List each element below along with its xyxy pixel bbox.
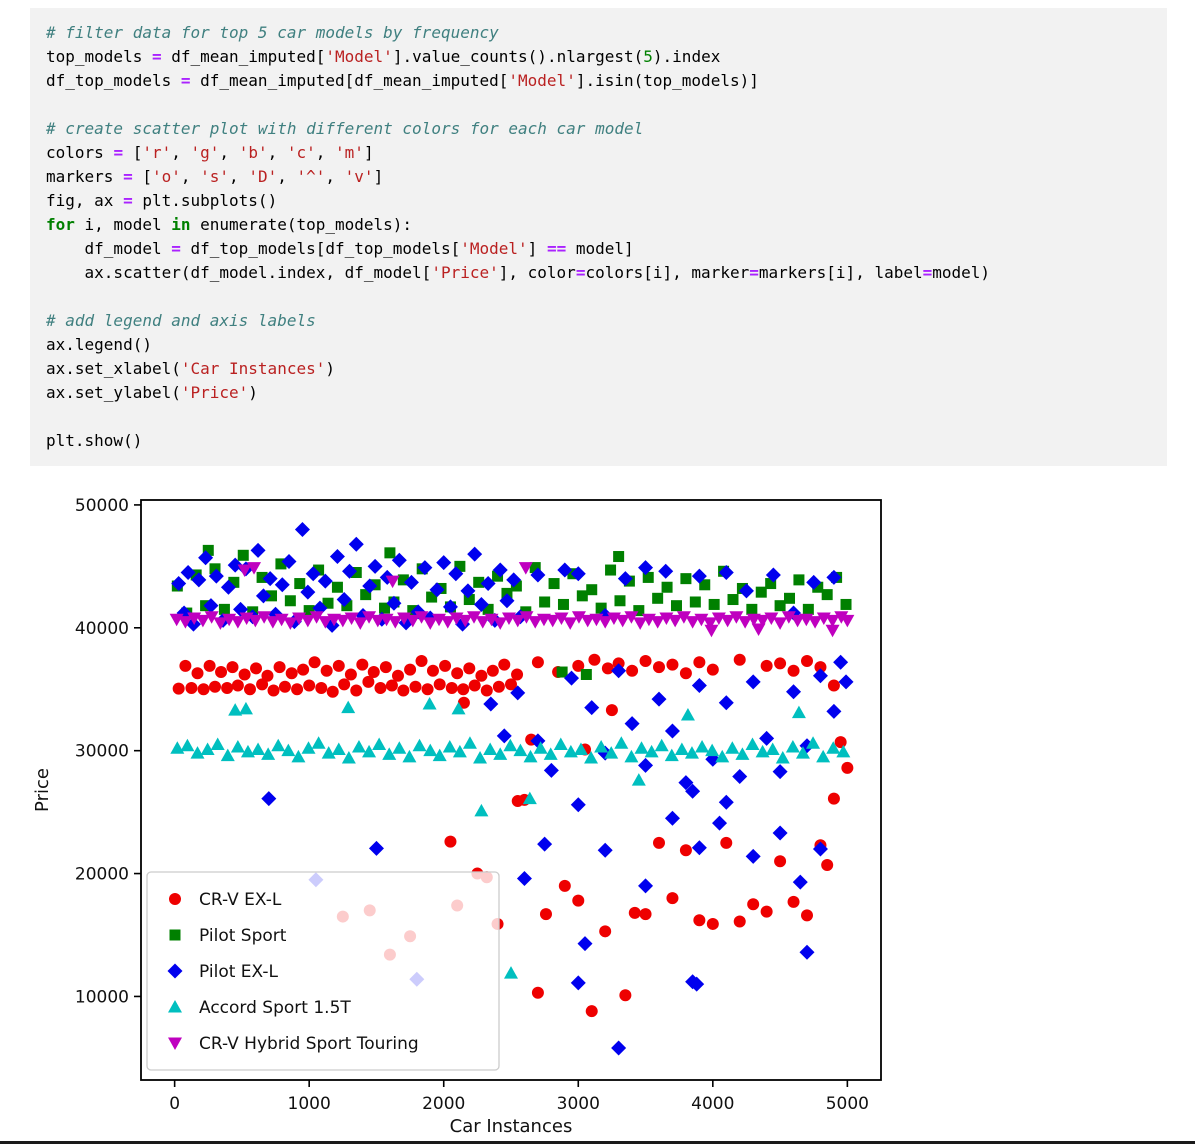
code-line: ax.set_ylabel('Price') (46, 383, 258, 402)
code-line: df_top_models = df_mean_imputed[df_mean_… (46, 71, 759, 90)
x-axis-label: Car Instances (450, 1116, 573, 1137)
x-tick-label: 5000 (826, 1094, 869, 1114)
legend-label: Pilot EX-L (199, 962, 278, 982)
x-tick-label: 4000 (691, 1094, 734, 1114)
y-axis-label: Price (32, 768, 53, 812)
code-line: # filter data for top 5 car models by fr… (46, 23, 499, 42)
legend-label: Accord Sport 1.5T (199, 998, 351, 1018)
axes: 0 1000 2000 3000 4000 5000 10000 20000 30000 4000… (75, 496, 869, 1114)
code-line: # create scatter plot with different col… (46, 119, 644, 138)
code-line: for i, model in enumerate(top_models): (46, 215, 413, 234)
code-line (46, 93, 1151, 117)
code-block: # filter data for top 5 car models by fr… (46, 21, 1151, 453)
code-line: fig, ax = plt.subplots() (46, 191, 278, 210)
legend: CR-V EX-L Pilot Sport Pilot EX-L Accord Spo… (146, 871, 500, 1071)
legend-entry: Pilot Sport (169, 926, 287, 946)
y-tick-label: 40000 (75, 619, 129, 639)
legend-label: CR-V EX-L (199, 890, 282, 910)
legend-label: CR-V Hybrid Sport Touring (199, 1034, 419, 1054)
code-line: df_model = df_top_models[df_top_models['… (46, 239, 634, 258)
chart-generated: 0 1000 2000 3000 4000 5000 10000 20000 30000 4000… (75, 496, 882, 1114)
x-tick-label: 0 (169, 1094, 180, 1114)
code-line: # add legend and axis labels (46, 311, 316, 330)
chart-svg: 0 1000 2000 3000 4000 5000 10000 20000 30000 4000… (32, 496, 882, 1137)
x-tick-label: 1000 (288, 1094, 331, 1114)
series-0 (172, 653, 854, 1018)
y-tick-label: 30000 (75, 742, 129, 762)
y-tick-label: 50000 (75, 496, 129, 516)
legend-entry: Pilot EX-L (167, 962, 278, 982)
figure-output: 0 1000 2000 3000 4000 5000 10000 20000 30000 4000… (26, 480, 1195, 1144)
legend-entry: CR-V Hybrid Sport Touring (168, 1034, 419, 1054)
y-tick-label: 20000 (75, 865, 129, 885)
plot-border (140, 499, 882, 1081)
code-line: ax.legend() (46, 335, 152, 354)
code-line: markers = ['o', 's', 'D', '^', 'v'] (46, 167, 384, 186)
x-tick-label: 3000 (557, 1094, 600, 1114)
code-line: colors = ['r', 'g', 'b', 'c', 'm'] (46, 143, 374, 162)
bottom-divider (0, 1141, 1195, 1144)
code-line: ax.set_xlabel('Car Instances') (46, 359, 335, 378)
series-3 (170, 696, 851, 979)
series-4 (169, 562, 855, 638)
code-line (46, 285, 1151, 309)
legend-entry: Accord Sport 1.5T (168, 998, 351, 1018)
code-line: top_models = df_mean_imputed['Model'].va… (46, 47, 721, 66)
scatter-points (169, 521, 855, 1056)
code-line: ax.scatter(df_model.index, df_model['Pri… (46, 263, 991, 282)
x-tick-label: 2000 (422, 1094, 465, 1114)
code-cell[interactable]: # filter data for top 5 car models by fr… (30, 8, 1167, 466)
code-line: plt.show() (46, 431, 143, 450)
legend-label: Pilot Sport (199, 926, 287, 946)
y-tick-label: 10000 (75, 987, 129, 1007)
legend-entry: CR-V EX-L (169, 890, 282, 910)
code-line (46, 405, 1151, 429)
